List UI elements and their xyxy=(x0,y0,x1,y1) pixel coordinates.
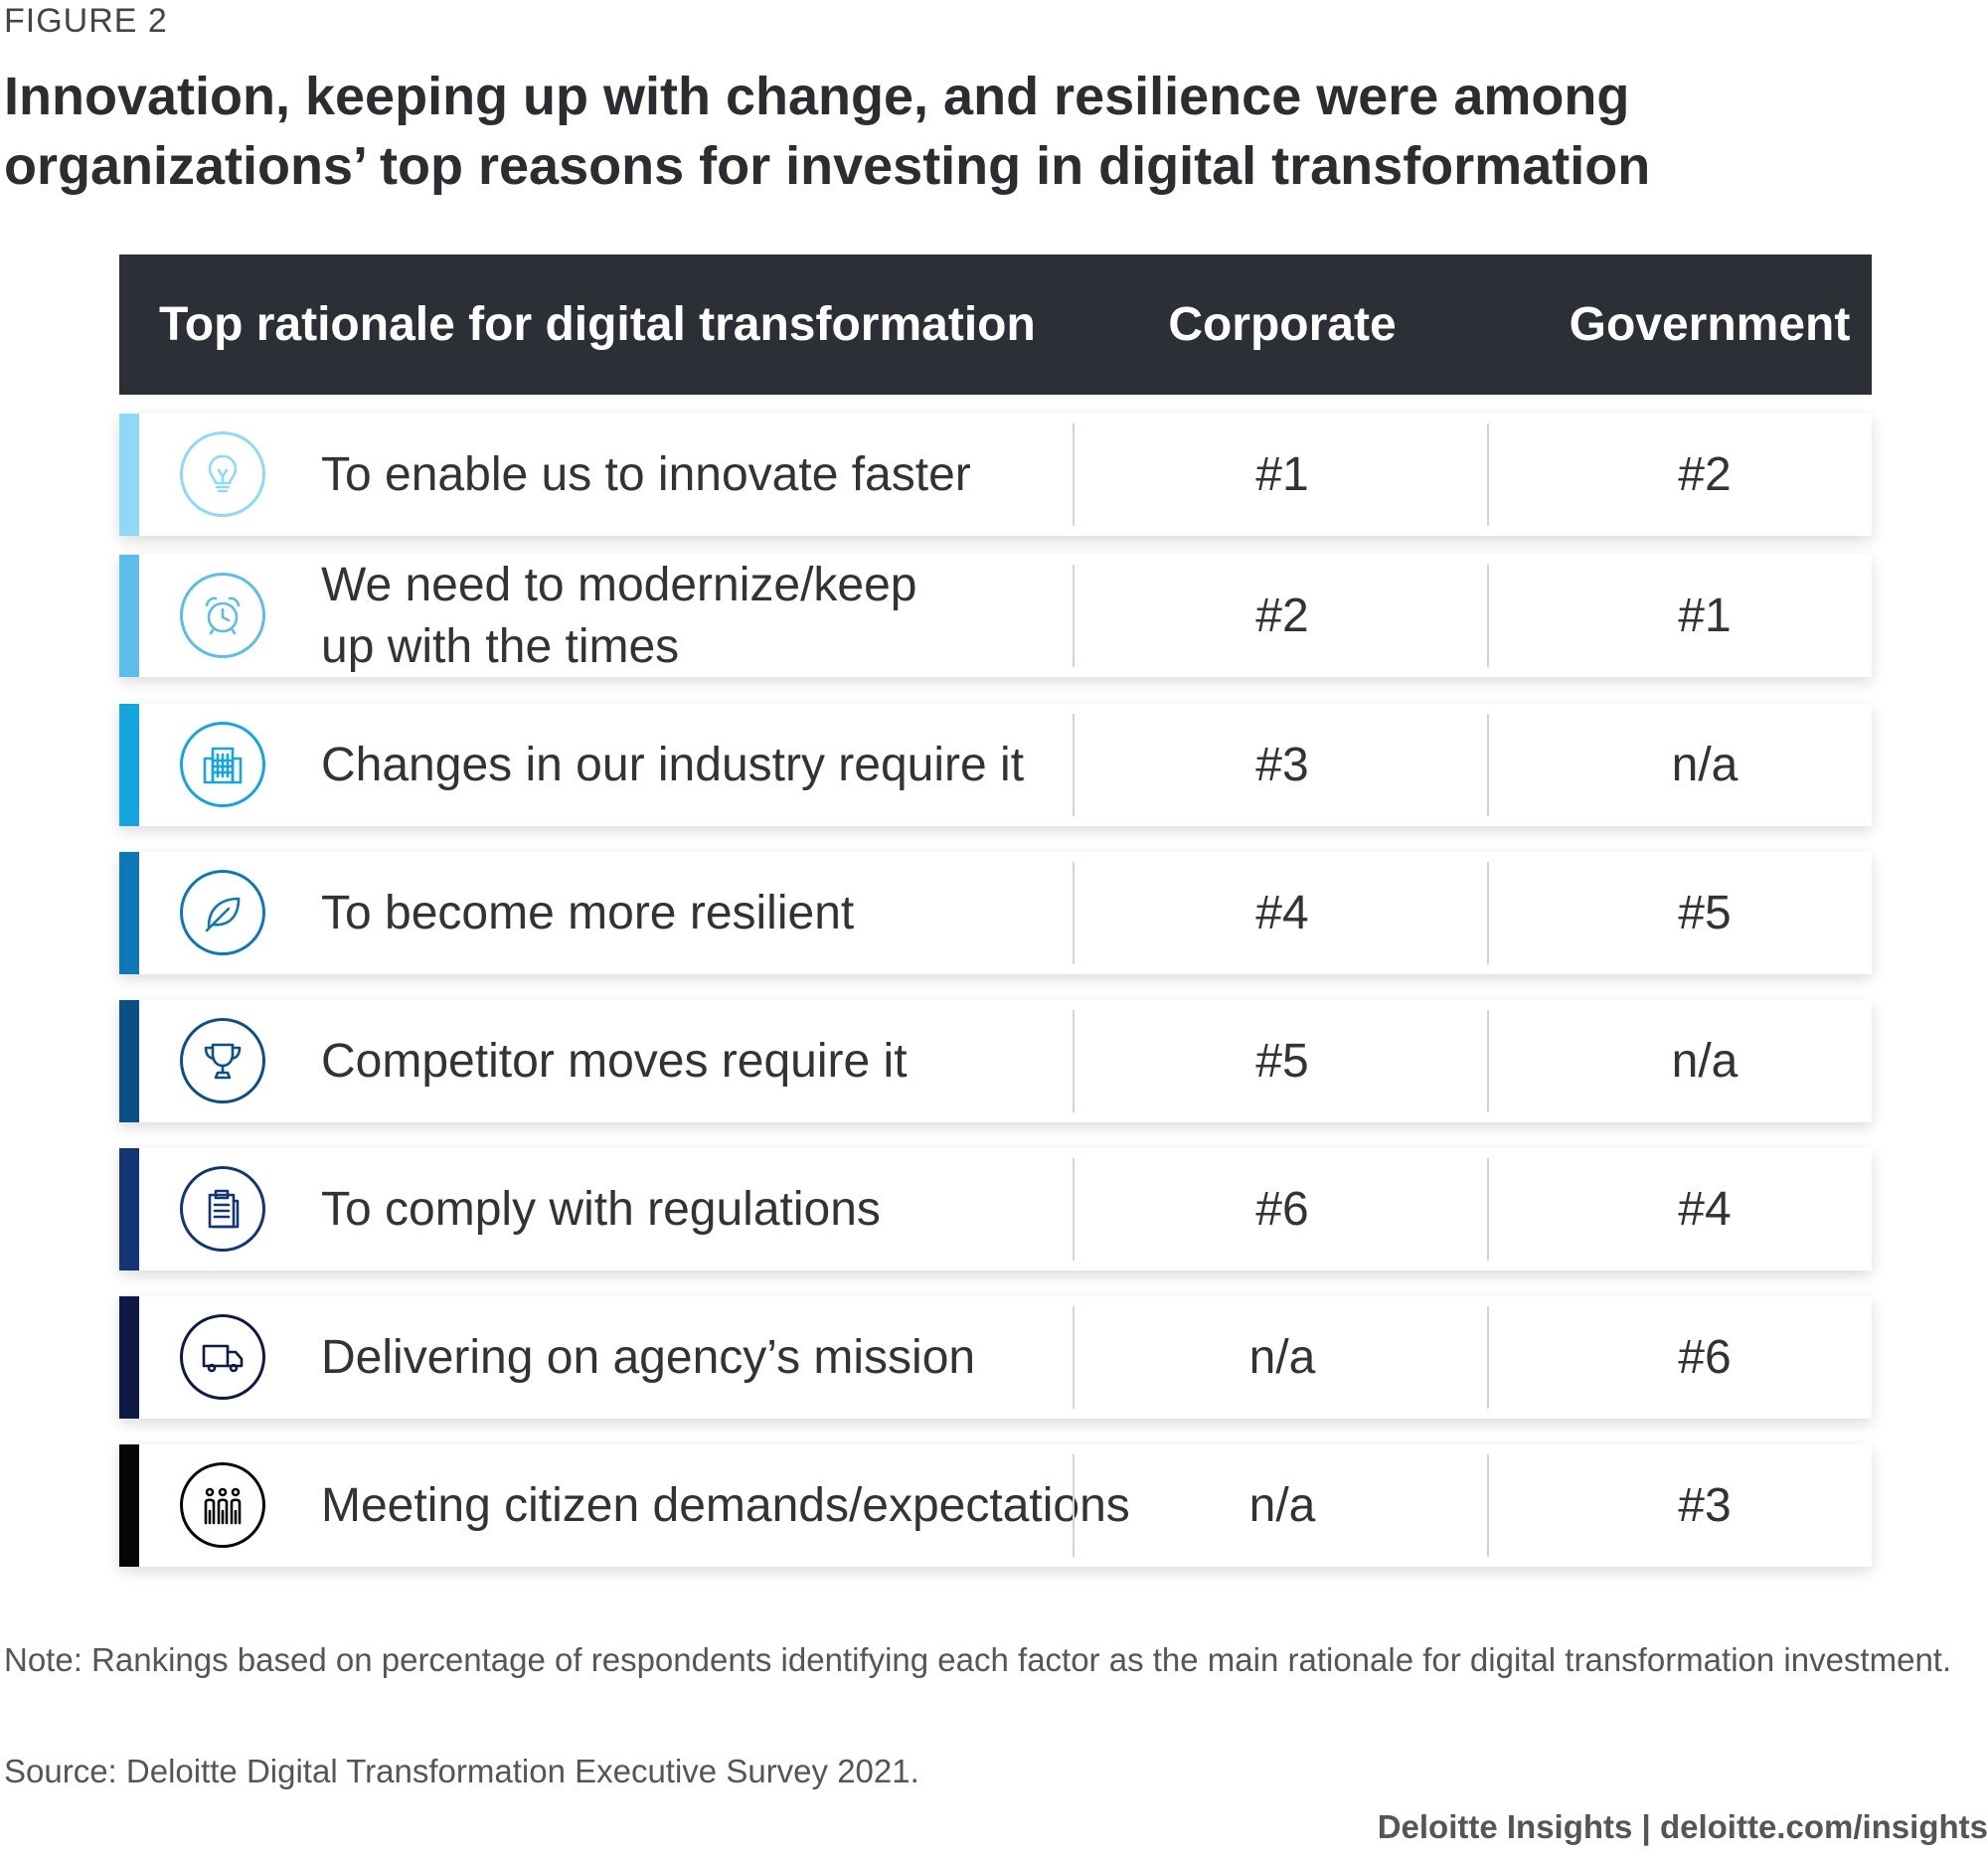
column-divider xyxy=(1487,714,1489,816)
table-row: To enable us to innovate faster #1 #2 xyxy=(119,414,1872,536)
row-color-bar xyxy=(119,1296,139,1419)
column-divider xyxy=(1073,862,1075,964)
table-row: We need to modernize/keep up with the ti… xyxy=(119,555,1872,677)
people-icon xyxy=(180,1462,265,1548)
clipboard-icon xyxy=(180,1166,265,1252)
government-rank: #3 xyxy=(1678,1479,1732,1532)
row-label: To become more resilient xyxy=(321,886,855,939)
table-note: Note: Rankings based on percentage of re… xyxy=(4,1641,1952,1678)
row-label: Delivering on agency’s mission xyxy=(321,1330,976,1384)
corporate-rank: #4 xyxy=(1255,887,1309,939)
column-divider xyxy=(1487,1158,1489,1261)
column-divider xyxy=(1073,1454,1075,1557)
government-rank: n/a xyxy=(1671,739,1739,791)
corporate-rank: #1 xyxy=(1255,448,1309,501)
government-rank: #6 xyxy=(1678,1331,1732,1384)
figure-label: FIGURE 2 xyxy=(4,2,168,40)
row-color-bar xyxy=(119,414,139,536)
corporate-rank: n/a xyxy=(1248,1331,1316,1384)
header-rationale: Top rationale for digital transformation xyxy=(159,298,1036,351)
table-row: To become more resilient #4 #5 xyxy=(119,852,1872,974)
column-divider xyxy=(1073,1306,1075,1409)
column-divider xyxy=(1073,1158,1075,1261)
trophy-icon xyxy=(180,1018,265,1103)
row-label: Competitor moves require it xyxy=(321,1034,908,1088)
table-row: To comply with regulations #6 #4 xyxy=(119,1148,1872,1270)
row-color-bar xyxy=(119,1444,139,1567)
column-divider xyxy=(1487,1306,1489,1409)
rationale-table: Top rationale for digital transformation… xyxy=(119,254,1872,1567)
column-divider xyxy=(1487,565,1489,667)
column-divider xyxy=(1487,1010,1489,1112)
figure-title: Innovation, keeping up with change, and … xyxy=(4,67,1651,196)
truck-icon xyxy=(180,1314,265,1400)
table-row: Meeting citizen demands/expectations n/a… xyxy=(119,1444,1872,1567)
column-divider xyxy=(1487,862,1489,964)
corporate-rank: #2 xyxy=(1255,590,1309,642)
row-color-bar xyxy=(119,555,139,677)
row-label: Meeting citizen demands/expectations xyxy=(321,1478,1130,1532)
lightbulb-icon xyxy=(180,431,265,517)
header-government: Government xyxy=(1569,298,1851,351)
corporate-rank: #3 xyxy=(1255,739,1309,791)
government-rank: #1 xyxy=(1678,590,1732,642)
row-label: We need to modernize/keep up with the ti… xyxy=(321,558,917,673)
table-row: Delivering on agency’s mission n/a #6 xyxy=(119,1296,1872,1419)
corporate-rank: n/a xyxy=(1248,1479,1316,1532)
table-row: Changes in our industry require it #3 n/… xyxy=(119,704,1872,826)
footer-credit: Deloitte Insights | deloitte.com/insight… xyxy=(1377,1808,1988,1845)
table-row: Competitor moves require it #5 n/a xyxy=(119,1000,1872,1122)
row-color-bar xyxy=(119,1148,139,1270)
column-divider xyxy=(1073,1010,1075,1112)
column-divider xyxy=(1487,423,1489,526)
government-rank: #5 xyxy=(1678,887,1732,939)
government-rank: #4 xyxy=(1678,1183,1732,1236)
column-divider xyxy=(1073,565,1075,667)
leaf-icon xyxy=(180,870,265,955)
row-color-bar xyxy=(119,1000,139,1122)
source-note: Source: Deloitte Digital Transformation … xyxy=(4,1753,919,1789)
column-divider xyxy=(1073,714,1075,816)
column-divider xyxy=(1073,423,1075,526)
corporate-rank: #5 xyxy=(1255,1035,1309,1088)
building-icon xyxy=(180,722,265,807)
header-corporate: Corporate xyxy=(1168,298,1397,351)
row-label: Changes in our industry require it xyxy=(321,738,1025,791)
row-label: To enable us to innovate faster xyxy=(321,447,971,501)
corporate-rank: #6 xyxy=(1255,1183,1309,1236)
table-header: Top rationale for digital transformation… xyxy=(119,254,1872,395)
row-color-bar xyxy=(119,704,139,826)
government-rank: n/a xyxy=(1671,1035,1739,1088)
government-rank: #2 xyxy=(1678,448,1732,501)
row-color-bar xyxy=(119,852,139,974)
row-label: To comply with regulations xyxy=(321,1182,881,1236)
column-divider xyxy=(1487,1454,1489,1557)
alarm-clock-icon xyxy=(180,573,265,658)
